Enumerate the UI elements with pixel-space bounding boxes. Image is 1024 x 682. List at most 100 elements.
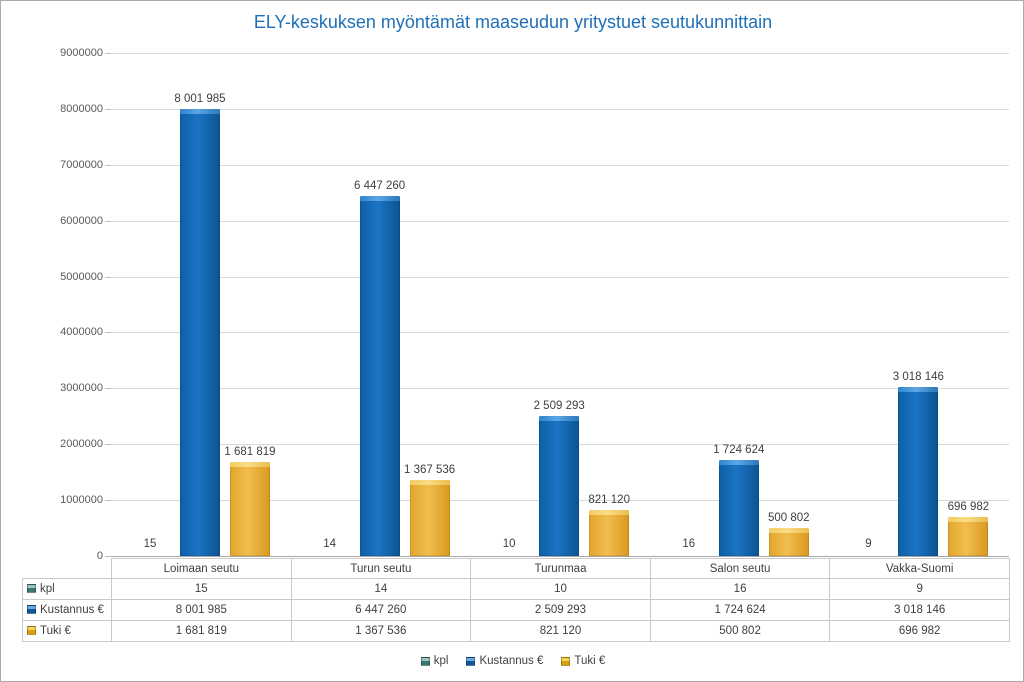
table-value-cell: 1 681 819 <box>111 620 292 642</box>
table-category-header: Vakka-Suomi <box>829 558 1010 579</box>
series-swatch-icon <box>27 605 36 614</box>
y-axis-tick <box>105 556 111 557</box>
y-axis-label: 3000000 <box>60 382 103 394</box>
y-axis-label: 9000000 <box>60 47 103 59</box>
legend-label: kpl <box>433 655 449 667</box>
table-row-header: Tuki € <box>22 620 112 642</box>
table-value-cell: 8 001 985 <box>111 599 292 621</box>
y-axis-label: 8000000 <box>60 103 103 115</box>
table-value-cell: 15 <box>111 578 292 600</box>
bar-kustannus <box>898 387 939 556</box>
table-row-header: Kustannus € <box>22 599 112 621</box>
bar-tuki-value-label: 1 367 536 <box>404 463 456 476</box>
bar-kustannus-value-label: 6 447 260 <box>354 179 406 192</box>
series-swatch-icon <box>27 626 36 635</box>
table-value-cell: 10 <box>470 578 651 600</box>
table-value-cell: 500 802 <box>649 620 831 642</box>
gridline <box>111 221 1009 222</box>
bar-tuki-cap <box>409 479 450 485</box>
bar-tuki-value-label: 821 120 <box>588 494 630 507</box>
bar-tuki <box>409 479 450 556</box>
bar-kustannus-value-label: 2 509 293 <box>533 399 585 412</box>
table-category-header: Turunmaa <box>470 558 651 579</box>
table-value-cell: 1 367 536 <box>290 620 472 642</box>
y-axis-tick <box>105 332 111 333</box>
kpl-value-label: 10 <box>502 538 516 550</box>
legend-item: Tuki € <box>561 655 605 667</box>
table-category-header: Salon seutu <box>649 558 831 579</box>
bar-kustannus-cap <box>718 459 759 465</box>
legend-item: kpl <box>420 655 449 667</box>
bar-tuki <box>768 528 809 556</box>
bar-tuki-cap <box>768 528 809 533</box>
y-axis-tick <box>105 53 111 54</box>
bar-tuki-value-label: 1 681 819 <box>224 446 276 458</box>
bar-tuki <box>230 462 270 556</box>
table-value-cell: 9 <box>829 578 1010 600</box>
series-swatch-icon <box>27 584 36 593</box>
table-value-cell: 6 447 260 <box>290 599 472 621</box>
gridline <box>111 388 1009 389</box>
y-axis-label: 7000000 <box>60 159 103 171</box>
gridline <box>111 332 1009 333</box>
x-axis-line <box>111 556 1009 557</box>
y-axis-tick <box>105 277 111 278</box>
table-row-header: kpl <box>22 578 112 600</box>
table-value-cell: 14 <box>290 578 472 600</box>
bar-tuki <box>948 517 989 556</box>
table-value-cell: 2 509 293 <box>470 599 651 621</box>
bar-kustannus-value-label: 8 001 985 <box>174 92 226 105</box>
y-axis-tick <box>105 165 111 166</box>
table-value-cell: 16 <box>649 578 831 600</box>
bar-kustannus <box>718 459 759 556</box>
gridline <box>111 53 1009 54</box>
legend-label: Kustannus € <box>479 655 544 667</box>
y-axis-tick <box>105 109 111 110</box>
bar-tuki-cap <box>948 517 989 523</box>
y-axis-tick <box>105 444 111 445</box>
table-value-cell: 821 120 <box>470 620 651 642</box>
y-axis-label: 5000000 <box>60 271 103 283</box>
gridline <box>111 165 1009 166</box>
bar-kustannus-value-label: 3 018 146 <box>892 371 944 384</box>
bar-kustannus-cap <box>539 415 580 421</box>
y-axis-tick <box>105 388 111 389</box>
y-axis-tick <box>105 221 111 222</box>
bar-kustannus <box>539 415 580 556</box>
bar-kustannus <box>359 195 400 556</box>
bar-tuki-value-label: 696 982 <box>947 501 990 514</box>
kpl-value-label: 14 <box>323 538 336 550</box>
kpl-value-label: 9 <box>865 538 872 550</box>
y-axis-label: 2000000 <box>60 438 103 450</box>
table-category-header: Loimaan seutu <box>111 558 292 579</box>
legend-swatch-icon <box>420 656 430 666</box>
bar-kustannus-cap <box>359 195 400 201</box>
bar-tuki-cap <box>589 510 630 516</box>
legend-swatch-icon <box>561 656 571 666</box>
table-category-header: Turun seutu <box>290 558 472 579</box>
legend-label: Tuki € <box>574 655 606 667</box>
bar-kustannus-value-label: 1 724 624 <box>713 443 765 456</box>
y-axis-label: 6000000 <box>60 215 103 227</box>
gridline <box>111 277 1009 278</box>
legend-swatch-icon <box>466 656 476 666</box>
y-axis-label: 4000000 <box>60 326 103 338</box>
table-value-cell: 1 724 624 <box>649 599 831 621</box>
y-axis-label: 1000000 <box>60 494 103 506</box>
y-axis-tick <box>105 500 111 501</box>
chart-legend: kpl Kustannus € Tuki € <box>1 652 1023 670</box>
bar-kustannus-cap <box>898 387 939 393</box>
table-value-cell: 3 018 146 <box>829 599 1010 621</box>
gridline <box>111 109 1009 110</box>
bar-tuki-value-label: 500 802 <box>768 512 810 524</box>
bar-kustannus-cap <box>180 108 220 114</box>
data-table: Loimaan seutu Turun seutu Turunmaa Salon se… <box>22 558 1010 642</box>
bar-tuki <box>589 510 630 556</box>
kpl-value-label: 16 <box>682 538 696 550</box>
chart-title: ELY-keskuksen myöntämät maaseudun yritys… <box>253 12 773 32</box>
y-axis-label: 0 <box>96 550 103 562</box>
table-value-cell: 696 982 <box>829 620 1010 642</box>
bar-tuki-cap <box>230 462 270 467</box>
bar-kustannus <box>180 108 220 556</box>
